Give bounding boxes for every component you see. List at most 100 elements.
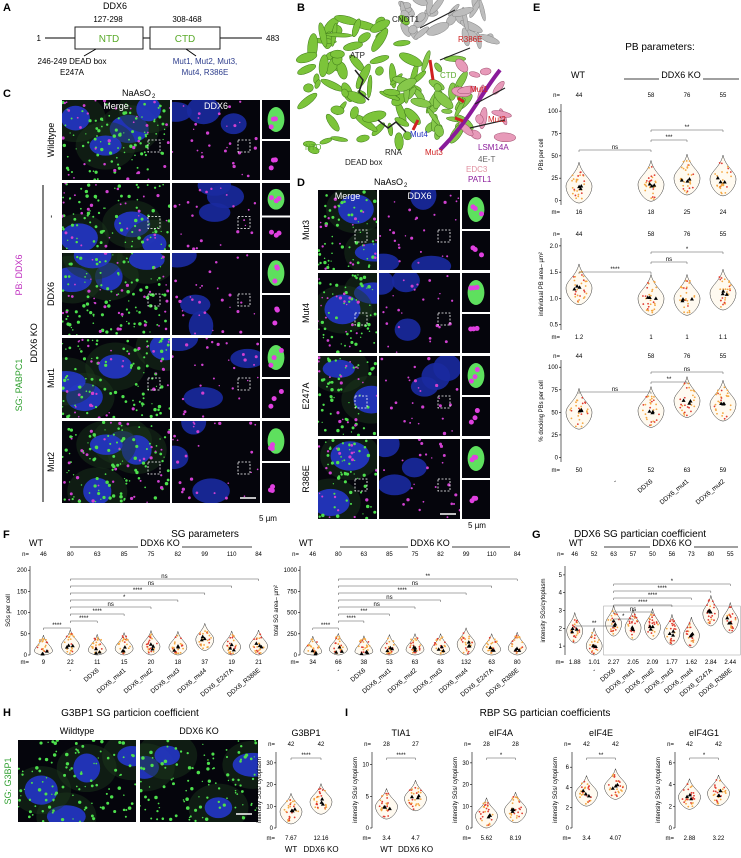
zoom-granule — [267, 260, 285, 286]
p-body — [183, 410, 187, 414]
n-label: 28 — [383, 742, 390, 748]
p-body — [321, 296, 324, 299]
significance-label: ns — [612, 145, 618, 151]
data-dot — [651, 290, 653, 293]
data-dot — [578, 299, 581, 301]
median-label: 3.22 — [713, 836, 725, 842]
m-label: m= — [562, 836, 571, 842]
p-body — [458, 508, 460, 512]
data-dot — [200, 644, 203, 647]
p-body — [236, 310, 240, 314]
data-dot — [490, 642, 493, 645]
granule — [84, 276, 86, 278]
n-label: 58 — [648, 232, 655, 238]
zoom-box — [354, 229, 368, 243]
p-body — [410, 487, 413, 490]
granule — [86, 211, 91, 216]
granule — [112, 134, 117, 138]
significance-label: **** — [648, 593, 658, 599]
p-body — [97, 416, 101, 418]
data-dot — [100, 638, 103, 641]
granule — [92, 433, 96, 437]
granule — [335, 514, 340, 518]
p-body — [160, 359, 163, 363]
data-dot — [679, 398, 682, 401]
granule — [146, 184, 149, 187]
data-dot — [147, 648, 150, 650]
p-body — [451, 299, 454, 302]
p-body — [411, 402, 414, 404]
median-label: 7.67 — [285, 836, 297, 842]
granule — [125, 482, 128, 485]
p-body — [395, 351, 398, 353]
category-label: - — [612, 478, 618, 485]
p-body — [454, 493, 458, 497]
granule — [89, 210, 91, 212]
replicate-mean — [439, 644, 444, 649]
replicate-mean — [202, 636, 207, 641]
granule — [343, 200, 346, 203]
micrograph-content — [379, 190, 460, 270]
data-dot — [712, 790, 715, 793]
m-label: m= — [362, 836, 371, 842]
granule — [160, 151, 164, 155]
granule — [99, 378, 102, 382]
data-dot — [411, 651, 414, 654]
data-dot — [590, 796, 592, 799]
data-dot — [571, 179, 573, 182]
data-dot — [693, 405, 696, 408]
granule — [52, 809, 55, 812]
p-body — [403, 419, 406, 423]
granule — [70, 223, 75, 227]
p-body — [102, 100, 107, 103]
zoom-pbody — [270, 484, 276, 490]
granule — [125, 479, 128, 482]
data-dot — [508, 812, 511, 815]
data-dot — [685, 414, 688, 417]
data-dot — [592, 652, 595, 655]
column-label: Merge — [335, 191, 361, 201]
granule — [18, 798, 21, 802]
data-dot — [730, 624, 732, 627]
granule — [137, 385, 139, 387]
data-dot — [728, 281, 730, 284]
p-body — [424, 453, 428, 456]
data-dot — [720, 389, 723, 392]
data-dot — [723, 417, 726, 420]
start-label: 1 — [37, 34, 42, 43]
p-body — [418, 453, 422, 457]
data-dot — [419, 798, 422, 801]
data-dot — [288, 819, 291, 822]
p-body — [387, 215, 390, 218]
granule — [348, 246, 351, 249]
significance-label: ** — [592, 621, 597, 627]
p-body — [104, 244, 108, 248]
granule — [103, 207, 105, 209]
data-dot — [721, 179, 724, 181]
replicate-mean — [385, 648, 390, 653]
granule — [97, 199, 100, 202]
data-dot — [691, 637, 694, 640]
granule — [66, 239, 69, 242]
p-body — [438, 397, 441, 400]
granule — [144, 154, 147, 157]
granule — [155, 413, 159, 417]
data-dot — [681, 404, 684, 407]
data-dot — [726, 171, 729, 174]
granule — [107, 142, 111, 146]
median-label: 21 — [255, 660, 262, 666]
data-dot — [724, 288, 727, 291]
p-body — [357, 378, 360, 381]
nucleus — [206, 184, 245, 209]
significance-label: ns — [630, 607, 636, 613]
data-dot — [288, 817, 291, 820]
granule — [66, 374, 69, 378]
granule — [360, 332, 363, 335]
replicate-mean — [575, 284, 580, 288]
data-dot — [716, 389, 719, 392]
granule — [344, 344, 346, 347]
zoom-box — [237, 139, 251, 153]
zoom-pbody — [469, 498, 475, 504]
granule — [359, 209, 363, 213]
granule — [93, 484, 97, 488]
